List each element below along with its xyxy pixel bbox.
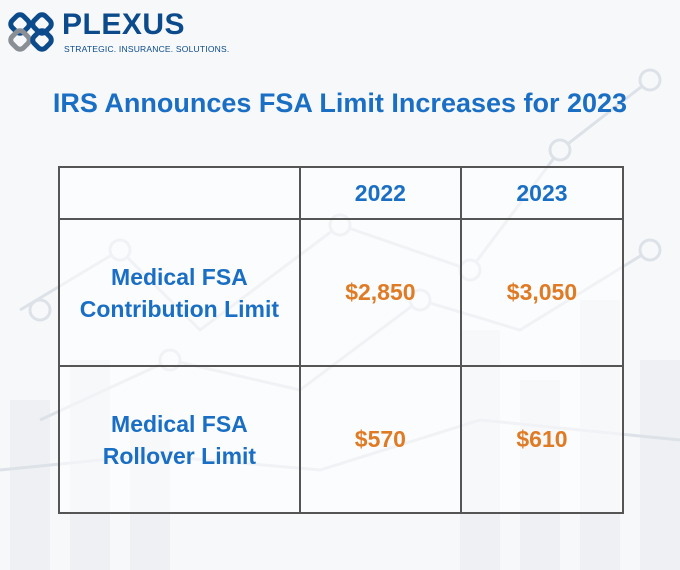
fsa-limits-table: 2022 2023 Medical FSA Contribution Limit… (58, 166, 625, 514)
header-year-2023: 2023 (459, 166, 625, 220)
page-title: IRS Announces FSA Limit Increases for 20… (52, 88, 628, 118)
rollover-2022-value: $570 (298, 365, 462, 514)
header-year-2022: 2022 (298, 166, 462, 220)
table-row-rollover: Medical FSA Rollover Limit $570 $610 (58, 365, 625, 514)
contribution-2022-value: $2,850 (298, 218, 462, 367)
rollover-2023-value: $610 (459, 365, 625, 514)
chain-link-icon (8, 12, 54, 52)
brand-logo[interactable]: PLEXUS STRATEGIC. INSURANCE. SOLUTIONS. (8, 8, 229, 56)
brand-tagline: STRATEGIC. INSURANCE. SOLUTIONS. (64, 44, 230, 54)
row-label-contribution: Medical FSA Contribution Limit (58, 218, 301, 367)
header-empty-cell (58, 166, 301, 220)
table-header-row: 2022 2023 (58, 166, 625, 220)
brand-name: PLEXUS (62, 8, 186, 41)
table-row-contribution: Medical FSA Contribution Limit $2,850 $3… (58, 218, 625, 367)
row-label-rollover: Medical FSA Rollover Limit (58, 365, 301, 514)
contribution-2023-value: $3,050 (459, 218, 625, 367)
